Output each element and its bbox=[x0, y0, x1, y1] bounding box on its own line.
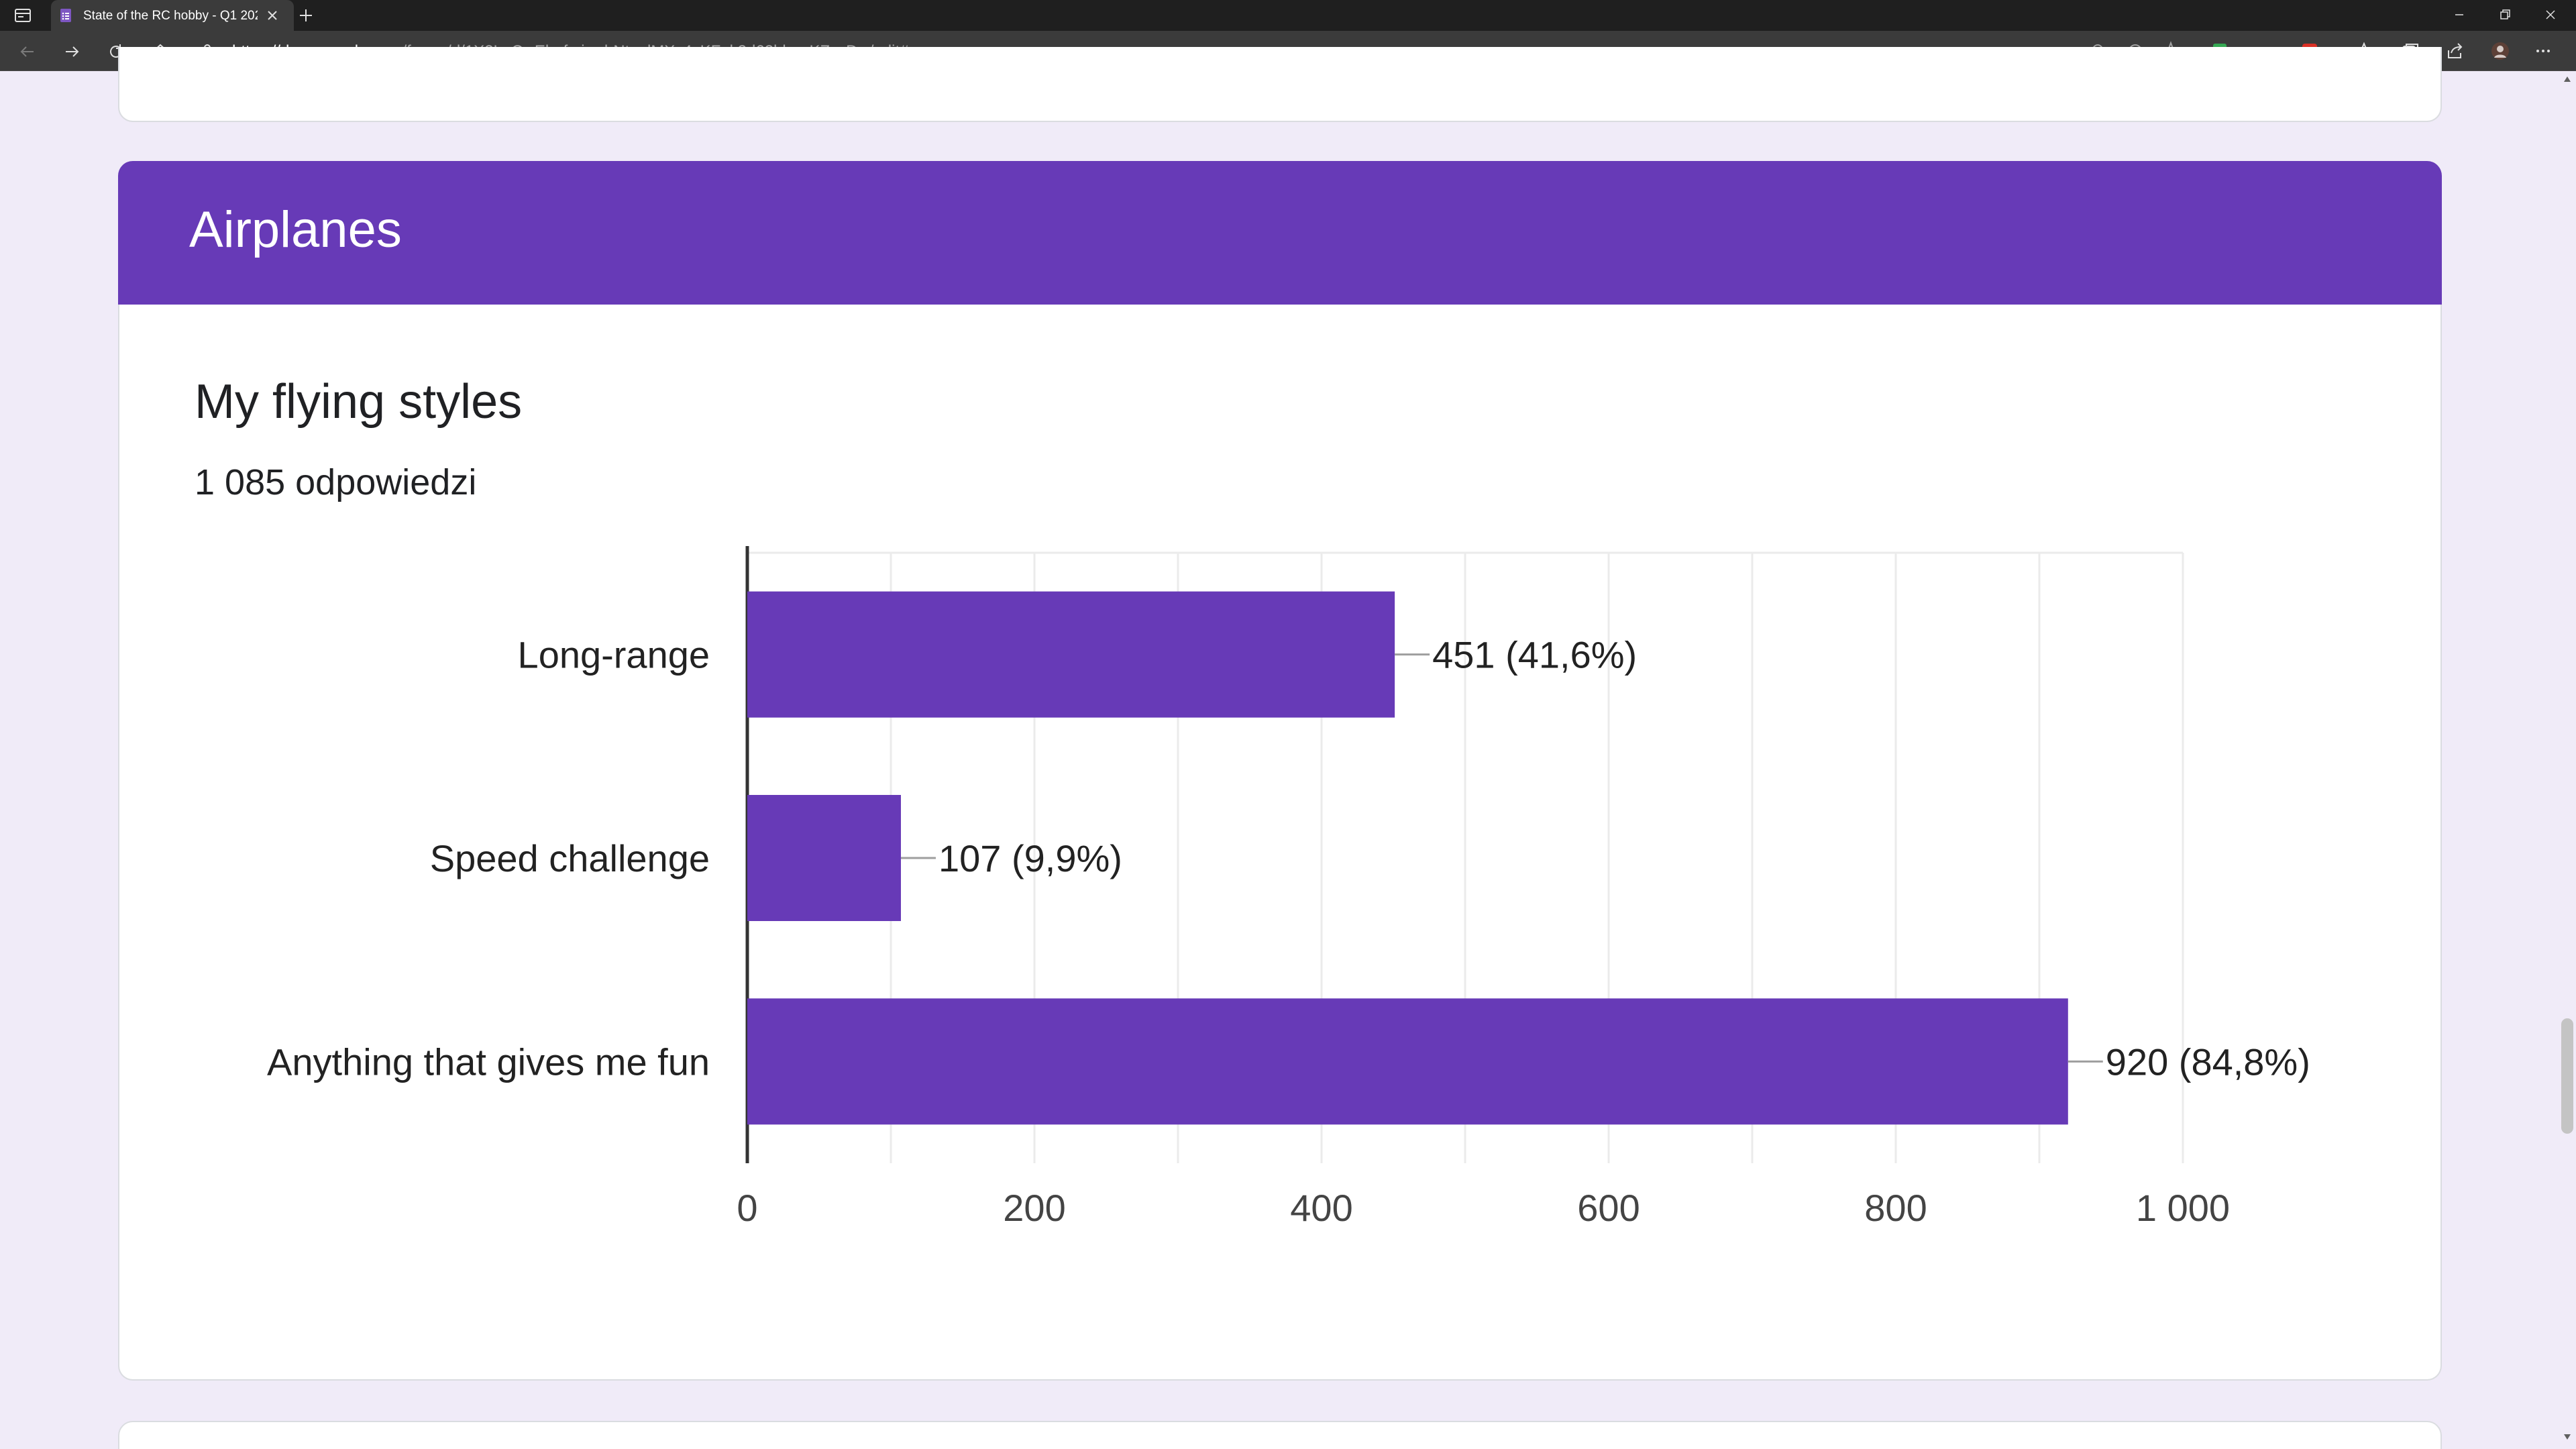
category-label: Speed challenge bbox=[430, 837, 710, 879]
bar-chart: 451 (41,6%) 107 (9,9%) 920 (84,8%) Long-ra… bbox=[267, 546, 2310, 1229]
restore-icon[interactable] bbox=[2496, 5, 2514, 24]
data-label: 920 (84,8%) bbox=[2106, 1040, 2310, 1083]
minimize-icon[interactable] bbox=[2450, 5, 2469, 24]
tick-label: 1 000 bbox=[2136, 1187, 2230, 1229]
back-icon[interactable] bbox=[17, 42, 38, 62]
tick-label: 800 bbox=[1864, 1187, 1927, 1229]
scroll-down-icon[interactable] bbox=[2563, 1433, 2571, 1441]
tick-label: 600 bbox=[1577, 1187, 1640, 1229]
bar bbox=[747, 998, 2068, 1125]
bar bbox=[747, 591, 1395, 718]
previous-question-card bbox=[118, 47, 2442, 122]
category-label: Long-range bbox=[518, 634, 710, 676]
tick-label: 200 bbox=[1003, 1187, 1065, 1229]
page-scrollbar[interactable] bbox=[2559, 71, 2576, 1449]
scroll-thumb[interactable] bbox=[2561, 1018, 2573, 1134]
tab-actions-icon[interactable] bbox=[13, 7, 32, 23]
data-label: 451 (41,6%) bbox=[1432, 634, 1637, 676]
tick-labels: 0 200 400 600 800 1 000 bbox=[737, 1187, 2230, 1229]
question-card: My flying styles 1 085 odpowiedzi 451 (4… bbox=[118, 305, 2442, 1381]
close-icon[interactable] bbox=[266, 9, 279, 22]
plus-icon[interactable] bbox=[298, 7, 314, 23]
more-icon[interactable] bbox=[2533, 41, 2553, 61]
forms-favicon-icon bbox=[60, 9, 71, 22]
data-label: 107 (9,9%) bbox=[938, 837, 1122, 879]
bar bbox=[747, 795, 901, 921]
profile-avatar[interactable] bbox=[2490, 41, 2510, 61]
share-icon[interactable] bbox=[2445, 41, 2465, 61]
section-title: Airplanes bbox=[189, 201, 402, 258]
tab-title: State of the RC hobby - Q1 2021 bbox=[83, 9, 258, 23]
category-labels: Long-range Speed challenge Anything that g… bbox=[267, 634, 710, 1083]
response-count: 1 085 odpowiedzi bbox=[195, 462, 477, 502]
window-close-icon[interactable] bbox=[2541, 5, 2560, 24]
scroll-up-icon[interactable] bbox=[2563, 75, 2571, 83]
tick-label: 400 bbox=[1290, 1187, 1352, 1229]
browser-tab-active[interactable]: State of the RC hobby - Q1 2021 bbox=[51, 0, 294, 31]
chart-bars: 451 (41,6%) 107 (9,9%) 920 (84,8%) bbox=[747, 591, 2310, 1125]
section-header: Airplanes bbox=[118, 161, 2442, 305]
next-question-card bbox=[118, 1421, 2442, 1449]
question-title: My flying styles bbox=[195, 375, 523, 429]
browser-tab-bar: State of the RC hobby - Q1 2021 bbox=[0, 0, 2576, 31]
tick-label: 0 bbox=[737, 1187, 757, 1229]
category-label: Anything that gives me fun bbox=[267, 1040, 710, 1083]
forward-icon[interactable] bbox=[62, 42, 82, 62]
